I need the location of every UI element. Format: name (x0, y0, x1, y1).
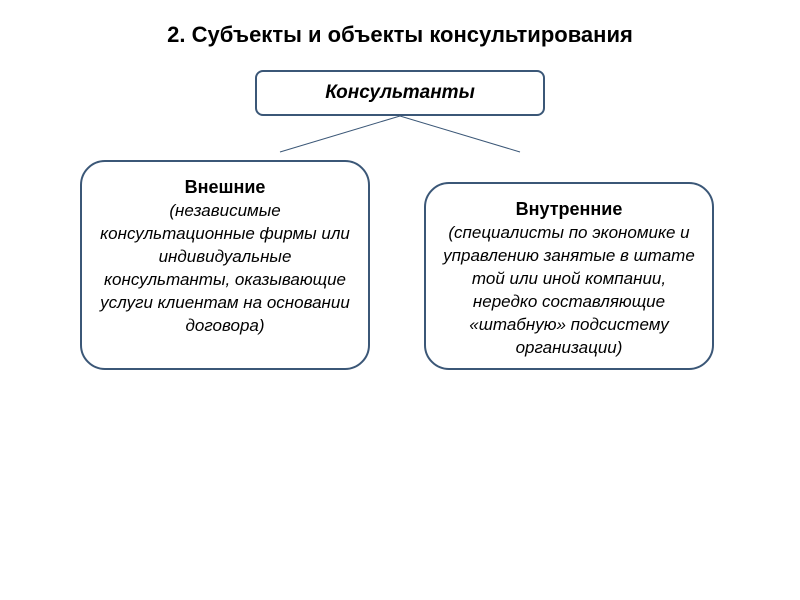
right-node-desc: (специалисты по экономике и управлению з… (442, 222, 696, 360)
left-node: Внешние (независимые консультационные фи… (80, 160, 370, 370)
connector-right (400, 116, 520, 152)
page-heading: 2. Субъекты и объекты консультирования (0, 0, 800, 48)
connector-lines (270, 116, 530, 156)
right-node-title: Внутренние (442, 199, 696, 220)
left-node-desc: (независимые консультационные фирмы или … (98, 200, 352, 338)
root-node: Консультанты (255, 70, 545, 116)
right-node: Внутренние (специалисты по экономике и у… (424, 182, 714, 370)
connector-left (280, 116, 400, 152)
left-node-title: Внешние (98, 177, 352, 198)
root-label: Консультанты (325, 82, 475, 104)
